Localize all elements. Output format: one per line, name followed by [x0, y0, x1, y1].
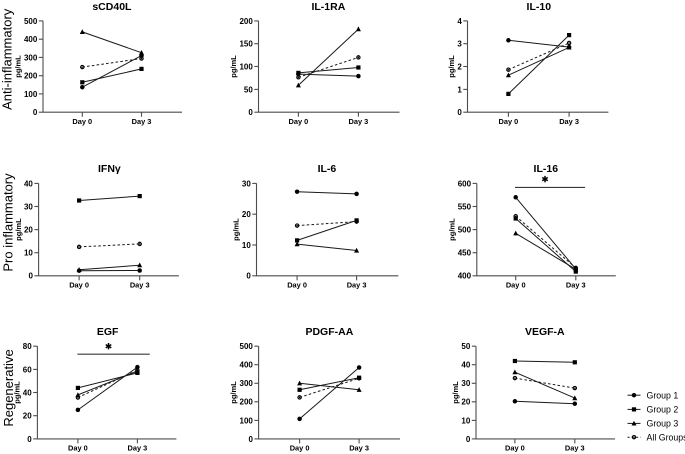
svg-text:400: 400 — [458, 272, 472, 281]
svg-text:pg/mL: pg/mL — [451, 381, 460, 404]
svg-text:200: 200 — [239, 17, 253, 26]
svg-text:Group 3: Group 3 — [647, 419, 679, 429]
svg-text:pg/mL: pg/mL — [229, 381, 238, 404]
svg-text:20: 20 — [242, 210, 251, 219]
svg-text:80: 80 — [23, 342, 32, 351]
svg-text:100: 100 — [239, 63, 253, 72]
svg-text:0: 0 — [246, 272, 251, 281]
svg-text:10: 10 — [242, 241, 251, 250]
svg-text:60: 60 — [23, 365, 32, 374]
svg-text:40: 40 — [23, 388, 32, 397]
svg-text:30: 30 — [461, 379, 470, 388]
svg-text:50: 50 — [461, 342, 470, 351]
svg-text:40: 40 — [24, 179, 33, 188]
svg-text:Day 3: Day 3 — [347, 280, 367, 289]
svg-text:Day 0: Day 0 — [287, 280, 307, 289]
svg-text:200: 200 — [24, 72, 38, 81]
svg-text:All Groups: All Groups — [647, 432, 685, 442]
svg-text:Day 0: Day 0 — [290, 444, 310, 453]
svg-text:pg/mL: pg/mL — [232, 218, 241, 241]
svg-text:Day 3: Day 3 — [566, 280, 586, 289]
svg-text:2: 2 — [457, 63, 462, 72]
svg-text:pg/mL: pg/mL — [14, 55, 23, 78]
svg-text:20: 20 — [24, 226, 33, 235]
svg-text:Anti-inflammatory: Anti-inflammatory — [0, 8, 15, 110]
svg-text:pg/mL: pg/mL — [447, 218, 456, 241]
svg-text:IL-16: IL-16 — [534, 163, 559, 175]
svg-text:1: 1 — [457, 85, 462, 94]
svg-text:600: 600 — [458, 179, 472, 188]
svg-text:EGF: EGF — [97, 326, 119, 338]
svg-text:Group 2: Group 2 — [647, 405, 679, 415]
svg-text:30: 30 — [24, 202, 33, 211]
svg-text:Day 0: Day 0 — [505, 444, 525, 453]
svg-text:0: 0 — [27, 435, 32, 444]
svg-text:IL-10: IL-10 — [527, 1, 552, 13]
svg-text:Day 3: Day 3 — [349, 444, 369, 453]
svg-text:Day 3: Day 3 — [130, 280, 150, 289]
svg-text:500: 500 — [240, 342, 254, 351]
svg-text:100: 100 — [24, 90, 38, 99]
svg-text:10: 10 — [461, 416, 470, 425]
svg-text:PDGF-AA: PDGF-AA — [305, 326, 353, 338]
svg-text:Day 3: Day 3 — [559, 117, 579, 126]
svg-text:0: 0 — [28, 272, 33, 281]
svg-text:sCD40L: sCD40L — [92, 1, 132, 13]
svg-text:pg/mL: pg/mL — [14, 218, 23, 241]
svg-text:500: 500 — [24, 17, 38, 26]
svg-text:Day 3: Day 3 — [565, 444, 585, 453]
svg-text:500: 500 — [458, 226, 472, 235]
svg-text:10: 10 — [24, 249, 33, 258]
svg-text:pg/mL: pg/mL — [229, 55, 238, 78]
svg-text:Pro inflammatory: Pro inflammatory — [1, 173, 16, 272]
svg-text:Day 0: Day 0 — [72, 117, 92, 126]
svg-text:Day 0: Day 0 — [506, 280, 526, 289]
svg-text:IL-1RA: IL-1RA — [311, 1, 345, 13]
svg-text:VEGF-A: VEGF-A — [525, 326, 565, 338]
svg-text:50: 50 — [244, 85, 253, 94]
svg-text:IFNγ: IFNγ — [98, 163, 121, 175]
svg-text:0: 0 — [248, 108, 253, 117]
svg-text:0: 0 — [248, 435, 253, 444]
svg-text:0: 0 — [33, 108, 38, 117]
svg-text:300: 300 — [240, 379, 254, 388]
svg-text:Day 3: Day 3 — [349, 117, 369, 126]
svg-text:200: 200 — [240, 398, 254, 407]
svg-text:3: 3 — [457, 40, 462, 49]
svg-text:450: 450 — [458, 249, 472, 258]
svg-text:0: 0 — [457, 108, 462, 117]
svg-text:4: 4 — [457, 17, 462, 26]
svg-text:Regenerative: Regenerative — [1, 349, 16, 426]
svg-text:400: 400 — [24, 35, 38, 44]
svg-text:Day 0: Day 0 — [289, 117, 309, 126]
svg-text:Day 0: Day 0 — [69, 280, 89, 289]
svg-text:150: 150 — [239, 40, 253, 49]
svg-text:Group 1: Group 1 — [647, 390, 679, 400]
svg-text:400: 400 — [240, 361, 254, 370]
svg-text:300: 300 — [24, 53, 38, 62]
svg-text:30: 30 — [242, 179, 251, 188]
svg-text:550: 550 — [458, 202, 472, 211]
svg-text:20: 20 — [23, 412, 32, 421]
svg-text:Day 3: Day 3 — [128, 444, 148, 453]
svg-text:pg/mL: pg/mL — [447, 55, 456, 78]
svg-text:Day 0: Day 0 — [68, 444, 88, 453]
svg-text:pg/mL: pg/mL — [13, 381, 22, 404]
svg-text:IL-6: IL-6 — [318, 163, 337, 175]
svg-text:100: 100 — [240, 416, 254, 425]
svg-text:40: 40 — [461, 361, 470, 370]
svg-text:20: 20 — [461, 398, 470, 407]
svg-text:Day 3: Day 3 — [132, 117, 152, 126]
svg-text:0: 0 — [466, 435, 471, 444]
svg-text:Day 0: Day 0 — [499, 117, 519, 126]
